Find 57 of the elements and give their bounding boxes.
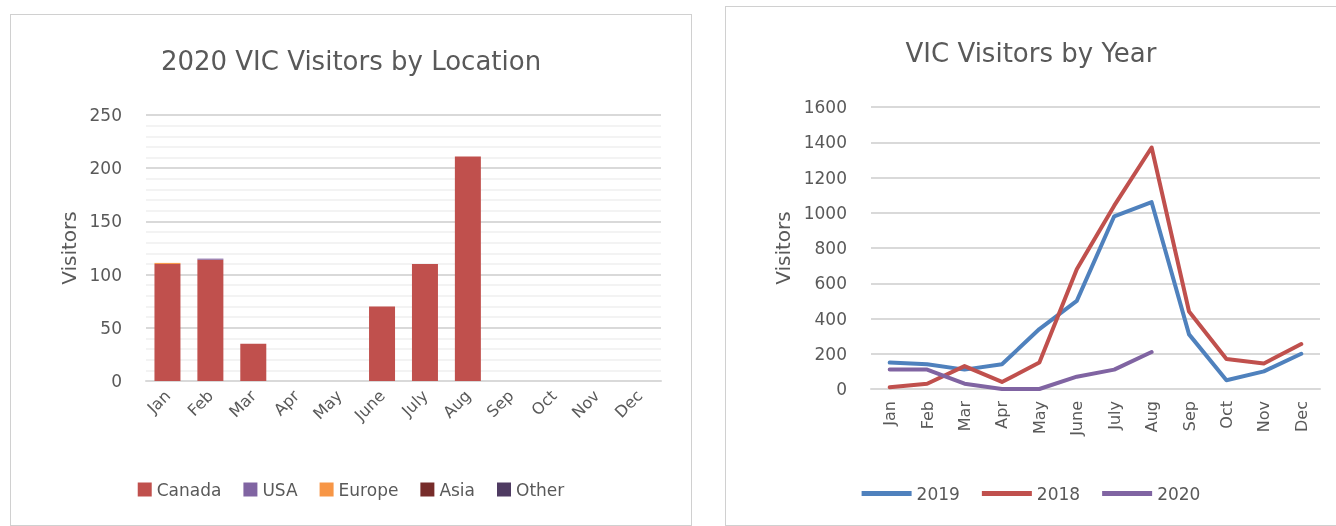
x-tick-label: Oct: [527, 386, 561, 420]
x-tick-label: May: [1029, 401, 1049, 435]
x-tick-label: Feb: [183, 386, 218, 420]
bar: [454, 156, 481, 381]
legend-label: Other: [516, 479, 565, 500]
y-tick-label: 150: [89, 211, 122, 232]
y-tick-label: 200: [814, 343, 847, 364]
y-tick-label: 1000: [803, 202, 847, 223]
y-tick-label: 600: [814, 273, 847, 294]
y-axis-title: Visitors: [56, 211, 81, 285]
y-tick-label: 200: [89, 158, 122, 179]
y-tick-label: 0: [836, 379, 847, 399]
line-series: [887, 349, 1154, 391]
chart-title: 2020 VIC Visitors by Location: [160, 46, 542, 76]
x-tick-label: Jan: [142, 386, 175, 418]
legend-label: 2019: [916, 483, 960, 504]
x-tick-label: Jan: [880, 401, 900, 427]
legend-label: USA: [262, 479, 298, 500]
legend-label: Asia: [439, 479, 476, 500]
x-tick-label: Nov: [567, 386, 604, 422]
bar: [197, 259, 224, 381]
x-tick-label: Dec: [1291, 401, 1311, 432]
x-tick-label: Sep: [1179, 401, 1199, 432]
x-tick-label: Apr: [269, 385, 304, 420]
bar: [240, 343, 267, 381]
x-tick-label: Dec: [610, 386, 647, 422]
line-series: [887, 200, 1304, 383]
x-tick-label: Feb: [917, 401, 937, 430]
y-axis-title: Visitors: [770, 211, 795, 285]
x-tick-label: Nov: [1254, 401, 1274, 433]
y-tick-label: 0: [111, 371, 122, 391]
bar: [369, 306, 396, 381]
x-tick-label: Oct: [1216, 401, 1236, 429]
legend-label: Canada: [156, 479, 222, 500]
bar: [154, 263, 181, 381]
y-tick-label: 400: [814, 308, 847, 329]
x-tick-label: July: [1104, 401, 1124, 431]
x-tick-label: Mar: [955, 400, 975, 432]
y-tick-label: 1200: [803, 167, 847, 188]
legend-label: 2018: [1036, 483, 1081, 504]
x-tick-label: Sep: [482, 386, 518, 422]
x-tick-label: Mar: [225, 385, 261, 422]
x-tick-label: Aug: [439, 386, 475, 422]
y-tick-label: 250: [89, 105, 122, 125]
legend-label: Europe: [338, 479, 399, 500]
y-tick-label: 50: [100, 317, 122, 338]
y-tick-label: 1600: [803, 97, 847, 117]
x-tick-label: June: [1067, 401, 1087, 437]
chart-title: VIC Visitors by Year: [905, 38, 1157, 68]
x-tick-label: Apr: [992, 400, 1012, 429]
legend-label: 2020: [1157, 483, 1201, 504]
x-tick-label: Aug: [1142, 401, 1162, 433]
y-tick-label: 1400: [803, 132, 847, 153]
y-tick-label: 100: [89, 264, 122, 285]
bar: [411, 263, 438, 381]
line-series: [887, 145, 1304, 390]
y-tick-label: 800: [814, 238, 847, 258]
